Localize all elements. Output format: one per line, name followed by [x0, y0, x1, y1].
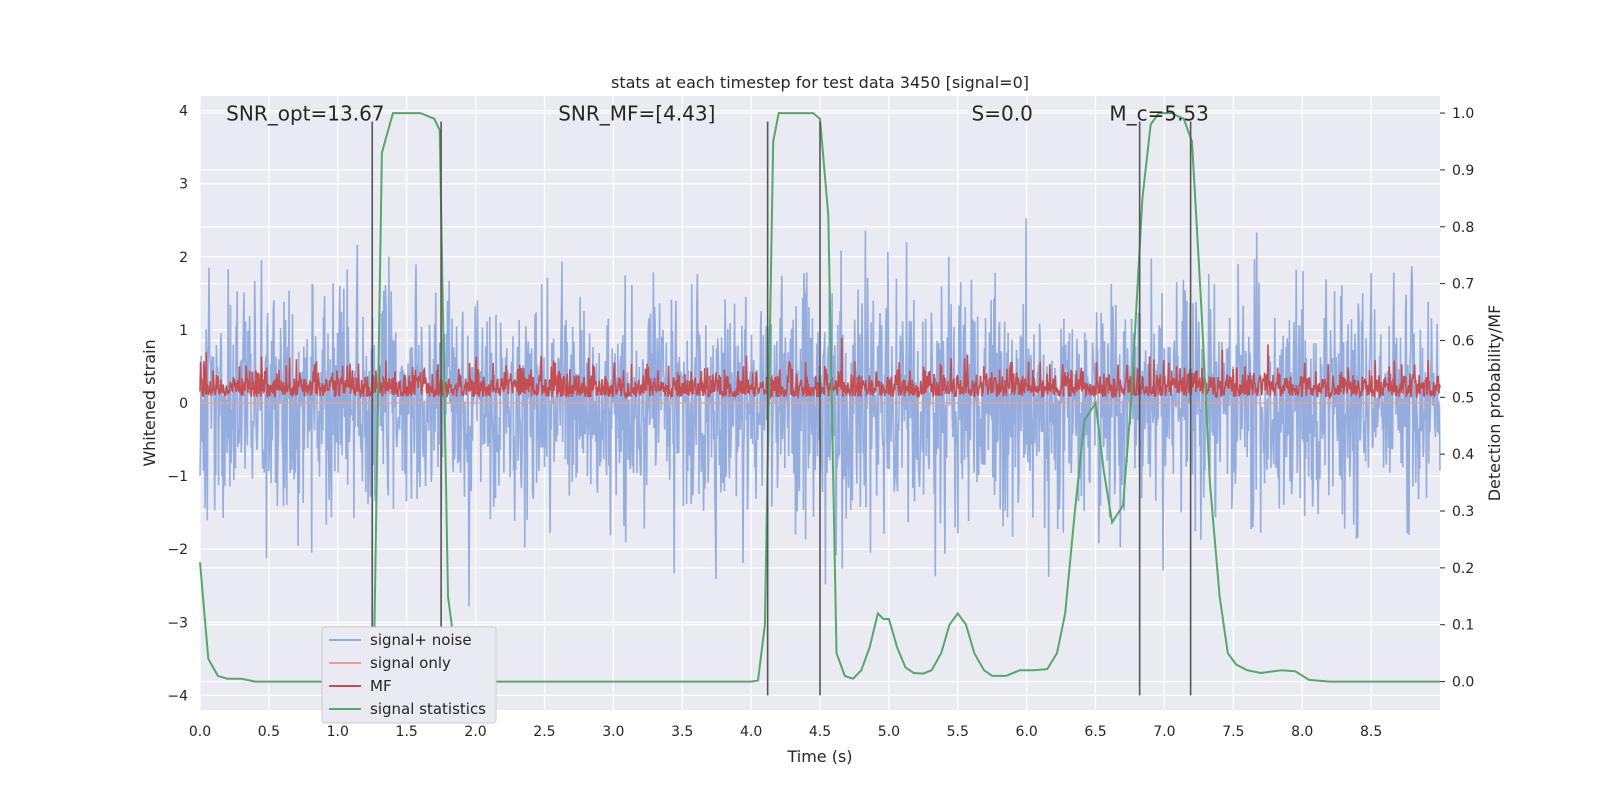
y-tick-label-right: 0.0 [1452, 675, 1474, 691]
legend-box [321, 626, 497, 724]
annotation-snr-mf: SNR_MF=[4.43] [558, 102, 715, 126]
y-tick-label-left: 0 [179, 396, 188, 412]
y-tick-label-right: 0.4 [1452, 447, 1474, 463]
annotations: SNR_opt=13.67 SNR_MF=[4.43] S=0.0 M_c=5.53 [226, 102, 1209, 126]
x-tick-label: 3.0 [602, 724, 624, 740]
x-tick-label: 1.5 [396, 724, 418, 740]
y-tick-label-left: −3 [167, 615, 188, 631]
x-tick-label: 3.5 [671, 724, 693, 740]
annotation-mc-val: M_c=5.53 [1109, 102, 1209, 126]
x-tick-label: 4.5 [809, 724, 831, 740]
x-tick-label: 7.5 [1222, 724, 1244, 740]
threshold-lines [371, 121, 1192, 696]
y-tick-label-right: 1.0 [1452, 106, 1474, 122]
y-tick-label-right: 0.8 [1452, 220, 1474, 236]
x-axis-label: Time (s) [786, 747, 852, 766]
signal-statistics-line [199, 112, 1440, 683]
x-tick-label: 8.0 [1291, 724, 1313, 740]
x-tick-label: 4.0 [740, 724, 762, 740]
annotation-s-val: S=0.0 [972, 102, 1033, 126]
y-tick-label-left: 4 [179, 104, 188, 120]
x-tick-label: 2.5 [533, 724, 555, 740]
x-tick-label: 2.0 [464, 724, 486, 740]
x-tick-label: 5.5 [947, 724, 969, 740]
y-axis-label-left: Whitened strain [140, 339, 159, 466]
y-tick-label-right: 0.3 [1452, 504, 1474, 520]
y-tick-label-left: 1 [179, 323, 188, 339]
y-tick-label-right: 0.2 [1452, 561, 1474, 577]
legend-label-signal-only: signal only [370, 654, 451, 672]
x-tick-label: 5.0 [878, 724, 900, 740]
x-tick-label: 1.0 [327, 724, 349, 740]
legend-label-signal-noise: signal+ noise [370, 631, 472, 649]
x-tick-label: 6.0 [1016, 724, 1038, 740]
y-tick-label-right: 0.7 [1452, 277, 1474, 293]
legend-label-mf: MF [370, 677, 392, 695]
signal-statistics-series [199, 112, 1440, 683]
y-tick-label-left: −4 [167, 688, 188, 704]
annotation-snr-opt: SNR_opt=13.67 [226, 102, 384, 126]
y-axis-label-right: Detection probability/MF [1485, 305, 1504, 502]
axis-ticks: 0.0 0.5 1.0 1.5 2.0 2.5 3.0 3.5 4.0 4.5 5.0 5.5 6.0 6… [167, 104, 1474, 740]
x-tick-label: 6.5 [1084, 724, 1106, 740]
chart-title: stats at each timestep for test data 345… [611, 73, 1029, 92]
legend: signal+ noise signal only MF signal stat… [321, 626, 497, 724]
y-tick-label-left: −1 [167, 469, 188, 485]
y-tick-label-left: 3 [179, 177, 188, 193]
x-tick-label: 0.0 [189, 724, 211, 740]
x-tick-label: 0.5 [258, 724, 280, 740]
y-tick-label-right: 0.5 [1452, 390, 1474, 406]
y-tick-label-left: 2 [179, 250, 188, 266]
x-tick-label: 8.5 [1360, 724, 1382, 740]
y-tick-label-left: −2 [167, 542, 188, 558]
legend-label-signal-statistics: signal statistics [370, 700, 486, 718]
x-tick-label: 7.0 [1153, 724, 1175, 740]
y-tick-label-right: 0.6 [1452, 333, 1474, 349]
y-tick-label-right: 0.1 [1452, 618, 1474, 634]
y-tick-label-right: 0.9 [1452, 163, 1474, 179]
